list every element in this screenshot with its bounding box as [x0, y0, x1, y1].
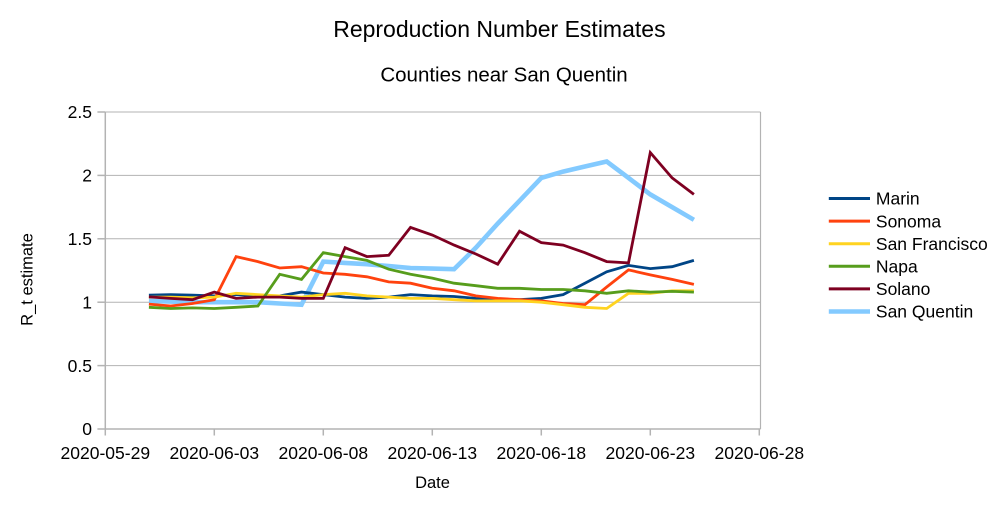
svg-text:Marin: Marin: [876, 189, 920, 209]
svg-text:Reproduction Number Estimates: Reproduction Number Estimates: [333, 16, 665, 42]
svg-text:Counties near San Quentin: Counties near San Quentin: [380, 64, 627, 87]
svg-text:2020-06-28: 2020-06-28: [715, 443, 805, 463]
svg-text:0: 0: [82, 419, 92, 439]
svg-text:Napa: Napa: [876, 257, 918, 277]
svg-text:0.5: 0.5: [68, 356, 92, 376]
svg-text:R_t estimate: R_t estimate: [19, 233, 37, 326]
svg-text:Date: Date: [415, 474, 450, 492]
svg-text:2020-06-18: 2020-06-18: [497, 443, 587, 463]
svg-text:Sonoma: Sonoma: [876, 211, 941, 231]
svg-text:2: 2: [82, 166, 92, 186]
svg-text:2020-06-08: 2020-06-08: [279, 443, 369, 463]
svg-text:Solano: Solano: [876, 279, 931, 299]
svg-text:1: 1: [82, 292, 92, 312]
svg-text:2020-06-13: 2020-06-13: [388, 443, 478, 463]
svg-text:2.5: 2.5: [68, 102, 92, 122]
svg-text:San Quentin: San Quentin: [876, 302, 973, 322]
svg-text:San Francisco: San Francisco: [876, 234, 988, 254]
svg-text:2020-06-23: 2020-06-23: [606, 443, 696, 463]
svg-text:2020-06-03: 2020-06-03: [170, 443, 260, 463]
svg-text:2020-05-29: 2020-05-29: [61, 443, 151, 463]
svg-text:1.5: 1.5: [68, 229, 92, 249]
